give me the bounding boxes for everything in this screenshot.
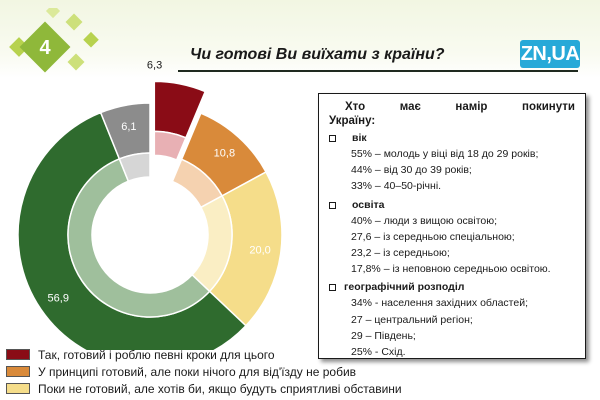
list-item: 34% - населення західних областей; [351, 297, 528, 310]
data-label: 20,0 [249, 244, 270, 256]
legend-swatch [6, 383, 30, 394]
legend-swatch [6, 349, 30, 360]
doughnut-hole [92, 177, 208, 293]
group-title: освіта [352, 198, 385, 211]
data-label: 56,9 [48, 292, 69, 304]
decorative-diamonds [9, 8, 99, 71]
header-band [0, 0, 600, 78]
list-item: 23,2 – із середньою; [351, 247, 450, 260]
list-item: 44% – від 30 до 39 років; [351, 164, 472, 177]
slide-title: Чи готові Ви виїхати з країни? [190, 46, 445, 63]
checkbox-icon [329, 284, 336, 292]
slide-number: 4 [39, 37, 51, 59]
legend-item: Так, готовий і роблю певні кроки для цьо… [0, 346, 440, 363]
group-title: географічний розподіл [344, 281, 465, 294]
legend-label: У принципі готовий, але поки нічого для … [38, 364, 357, 379]
list-item: 29 – Південь; [351, 329, 416, 342]
group-age: вік 55% – молодь у віці від 18 до 29 рок… [329, 131, 575, 195]
title-underline [178, 70, 578, 72]
slice-ready-acting-inner [153, 130, 187, 161]
legend-item: У принципі готовий, але поки нічого для … [0, 363, 440, 380]
group-geography: географічний розподіл 34% - населення за… [329, 280, 575, 360]
data-label: 6,3 [147, 60, 162, 71]
legend-item: Поки не готовий, але хотів би, якщо буду… [0, 380, 440, 397]
site-logo: ZN,UA [520, 40, 580, 68]
chart-legend: Так, готовий і роблю певні кроки для цьо… [0, 346, 440, 397]
checkbox-icon [329, 135, 336, 142]
checkbox-icon [329, 201, 336, 209]
info-box: Хто має намір покинути Україну: вік 55% … [318, 93, 586, 359]
slide-number-diamond [19, 21, 71, 73]
list-item: 27 – центральний регіон; [351, 313, 473, 326]
data-label: 10,8 [214, 148, 235, 160]
legend-label: Поки не готовий, але хотів би, якщо буду… [38, 381, 402, 396]
group-education: освіта 40% – люди з вищою освітою; 27,6 … [329, 198, 575, 278]
list-item: 33% – 40–50-річні. [351, 180, 442, 193]
list-item: 25% - Схід. [351, 346, 406, 359]
legend-swatch [6, 366, 30, 377]
info-heading-cont: Україну: [329, 115, 376, 127]
data-label: 6,1 [121, 121, 136, 133]
group-title: вік [352, 132, 367, 144]
info-heading: Хто має намір покинути [345, 101, 575, 113]
list-item: 17,8% – із неповною середньою освітою. [351, 263, 551, 276]
list-item: 27,6 – із середньою спеціальною; [351, 230, 515, 243]
doughnut-chart: 6,3 10,8 20,0 56,9 6,1 [17, 60, 283, 350]
list-item: 40% – люди з вищою освітою; [351, 214, 498, 227]
slide-number-badge: 4 [9, 8, 99, 73]
legend-label: Так, готовий і роблю певні кроки для цьо… [38, 347, 275, 362]
list-item: 55% – молодь у віці від 18 до 29 років; [351, 148, 539, 160]
